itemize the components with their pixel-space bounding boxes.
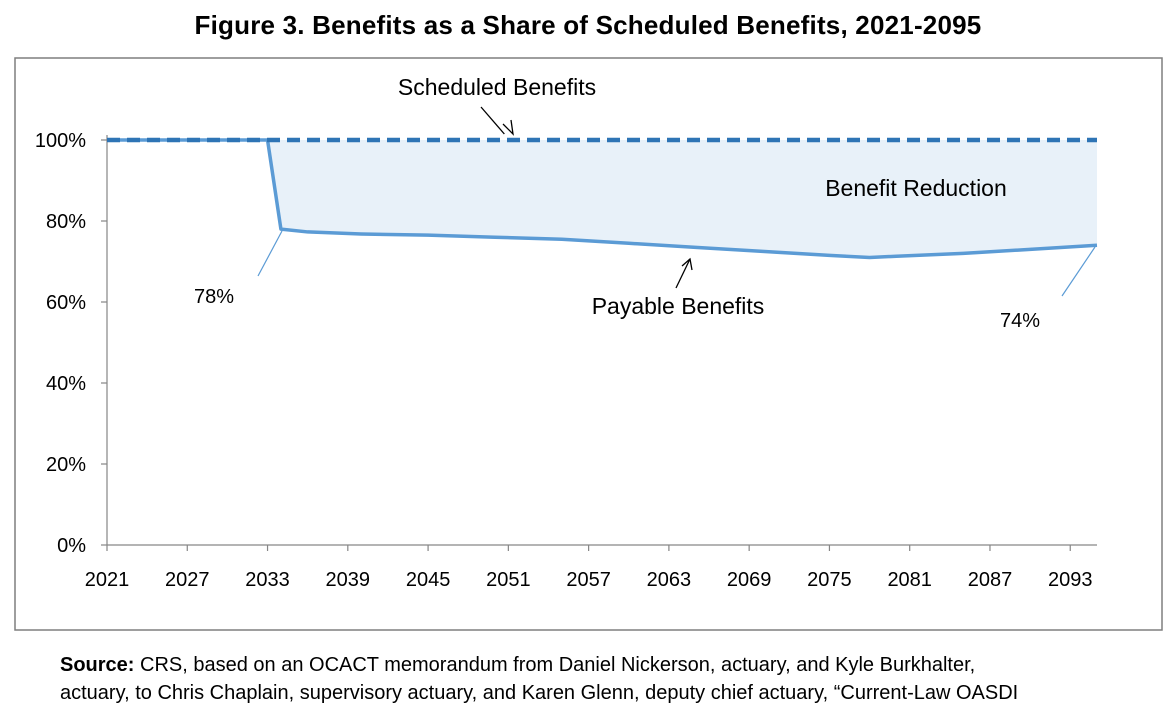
benefit-reduction-area-layer xyxy=(267,140,1097,258)
chart: 0% 20% 40% 60% 80% 100% 2021 2027 2033 2039 2045 20… xyxy=(14,57,1163,631)
series-layer xyxy=(107,137,1098,260)
payable-benefits-label: Payable Benefits xyxy=(592,293,765,319)
payable-benefits-arrow xyxy=(675,258,691,289)
y-tick-label: 20% xyxy=(46,454,86,476)
x-tick-label: 2045 xyxy=(406,569,451,591)
y-tick-label: 40% xyxy=(46,373,86,395)
source-text-line-1: CRS, based on an OCACT memorandum from D… xyxy=(140,654,976,676)
source-line-1: Source: CRS, based on an OCACT memorandu… xyxy=(60,651,1170,679)
x-tick-label: 2087 xyxy=(968,569,1013,591)
callout-78-leader xyxy=(257,230,283,277)
x-tick-label: 2069 xyxy=(727,569,772,591)
x-tick-label: 2051 xyxy=(486,569,531,591)
annotations: Scheduled Benefits Benefit Reduction Payab… xyxy=(194,74,1096,332)
x-tick-label: 2039 xyxy=(326,569,371,591)
source-label: Source: xyxy=(60,654,135,676)
x-tick-label: 2033 xyxy=(245,569,290,591)
source-text-line-2: actuary, to Chris Chaplain, supervisory … xyxy=(60,682,1019,704)
y-tick-label: 80% xyxy=(46,211,86,233)
scheduled-benefits-arrowhead xyxy=(502,119,514,136)
figure-title: Figure 3. Benefits as a Share of Schedul… xyxy=(194,10,982,40)
payable-benefits-line xyxy=(107,138,1098,260)
benefit-reduction-label: Benefit Reduction xyxy=(825,175,1007,201)
x-tick-label: 2057 xyxy=(566,569,611,591)
x-tick-label: 2063 xyxy=(647,569,692,591)
x-tick-label: 2021 xyxy=(85,569,130,591)
callout-74-label: 74% xyxy=(1000,310,1040,332)
scheduled-benefits-arrow xyxy=(480,106,505,135)
axes: 0% 20% 40% 60% 80% 100% 2021 2027 2033 2039 2045 20… xyxy=(35,130,1097,591)
source-note: Source: CRS, based on an OCACT memorandu… xyxy=(60,651,1170,707)
payable-benefits-arrowhead xyxy=(681,257,693,271)
x-tick-label: 2081 xyxy=(887,569,932,591)
benefit-reduction-area xyxy=(267,140,1097,258)
scheduled-benefits-label: Scheduled Benefits xyxy=(398,74,596,100)
x-tick-label: 2075 xyxy=(807,569,852,591)
callout-78-label: 78% xyxy=(194,286,234,308)
y-tick-label: 100% xyxy=(35,130,86,152)
x-tick-label: 2093 xyxy=(1048,569,1093,591)
callout-74-leader xyxy=(1061,246,1096,297)
x-tick-label: 2027 xyxy=(165,569,210,591)
y-tick-label: 0% xyxy=(57,535,86,557)
y-tick-label: 60% xyxy=(46,292,86,314)
